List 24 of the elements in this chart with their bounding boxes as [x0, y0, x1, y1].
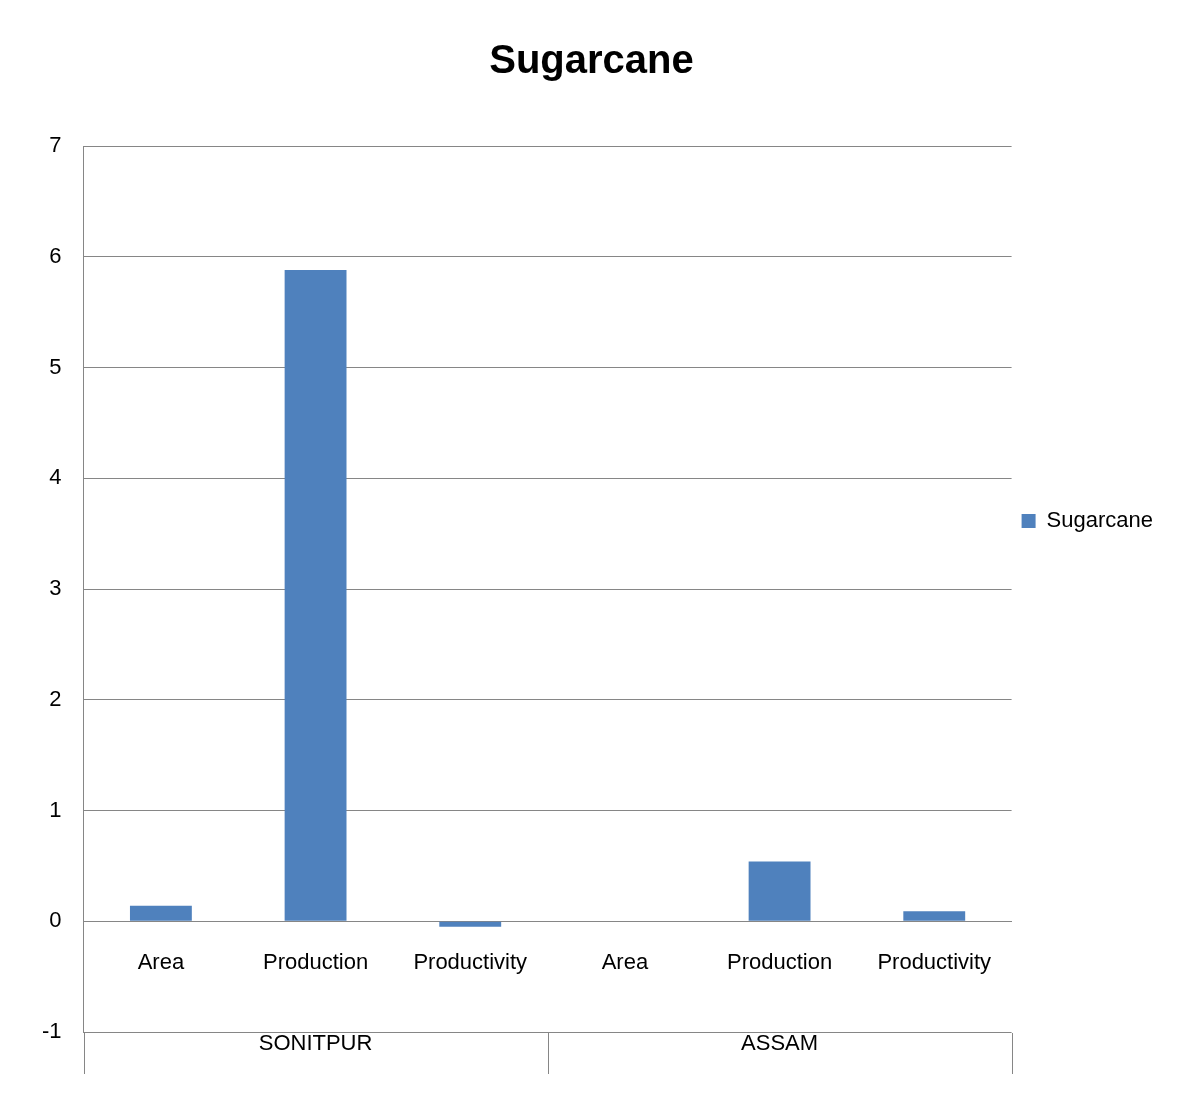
bar: [748, 861, 811, 921]
legend-label: Sugarcane: [1046, 507, 1154, 533]
bar: [903, 911, 966, 921]
bar: [439, 921, 502, 927]
x-tick-label: Area: [601, 948, 649, 974]
x-tick-label: Production: [726, 948, 833, 974]
y-tick-label: -1: [42, 1018, 62, 1044]
annotation: ASSAM: [741, 1030, 819, 1056]
y-tick-label: 4: [49, 464, 62, 490]
y-tick-label: 6: [49, 242, 62, 268]
y-tick-label: 0: [49, 907, 62, 933]
x-tick-label: Productivity: [877, 948, 992, 974]
y-tick-label: 5: [49, 353, 62, 379]
x-tick-label: Production: [262, 948, 369, 974]
chart-title: Sugarcane: [489, 37, 694, 82]
y-tick-label: 3: [49, 575, 62, 601]
bar: [284, 270, 347, 921]
bar: [129, 905, 192, 921]
annotation: SONITPUR: [258, 1030, 373, 1056]
y-tick-label: 7: [49, 132, 62, 158]
x-tick-label: Area: [137, 948, 185, 974]
y-tick-label: 1: [49, 796, 62, 822]
y-tick-label: 2: [49, 685, 62, 711]
x-tick-label: Productivity: [413, 948, 528, 974]
